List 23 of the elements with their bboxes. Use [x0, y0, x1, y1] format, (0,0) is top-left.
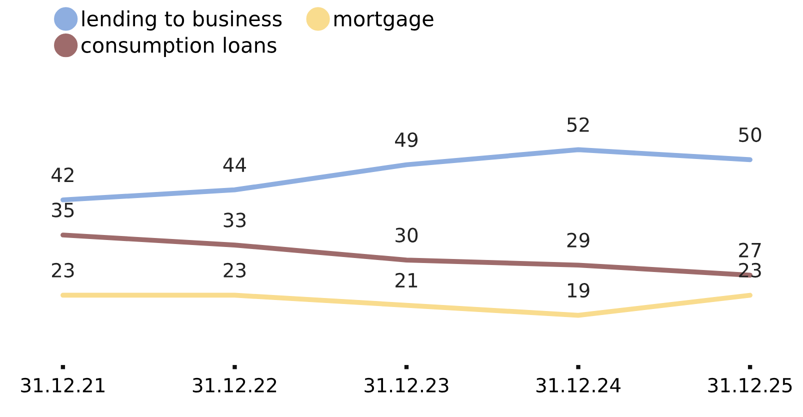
- x-tick-label: 31.12.24: [536, 378, 620, 393]
- x-tick-label: 31.12.23: [364, 378, 448, 393]
- data-label: 29: [567, 232, 590, 248]
- data-label: 42: [52, 168, 74, 182]
- data-label: 33: [224, 212, 246, 228]
- legend-label: consumption loans: [82, 36, 276, 57]
- data-label: 30: [396, 228, 418, 242]
- data-label: 27: [739, 242, 761, 258]
- data-label: 21: [396, 272, 418, 288]
- data-label: 23: [224, 262, 246, 278]
- data-label: 35: [52, 202, 74, 218]
- data-label: 52: [567, 117, 589, 132]
- data-label: 23: [52, 262, 74, 278]
- data-label: 44: [223, 158, 246, 172]
- legend-label: lending to business: [82, 10, 282, 31]
- data-label: 23: [739, 262, 761, 278]
- data-label: 50: [739, 127, 762, 142]
- data-label: 49: [395, 132, 418, 148]
- x-tick-label: 31.12.21: [21, 378, 104, 393]
- data-label: 19: [568, 282, 590, 298]
- x-tick-label: 31.12.25: [708, 378, 792, 393]
- x-tick-label: 31.12.22: [192, 378, 276, 393]
- legend-label: mortgage: [334, 12, 434, 31]
